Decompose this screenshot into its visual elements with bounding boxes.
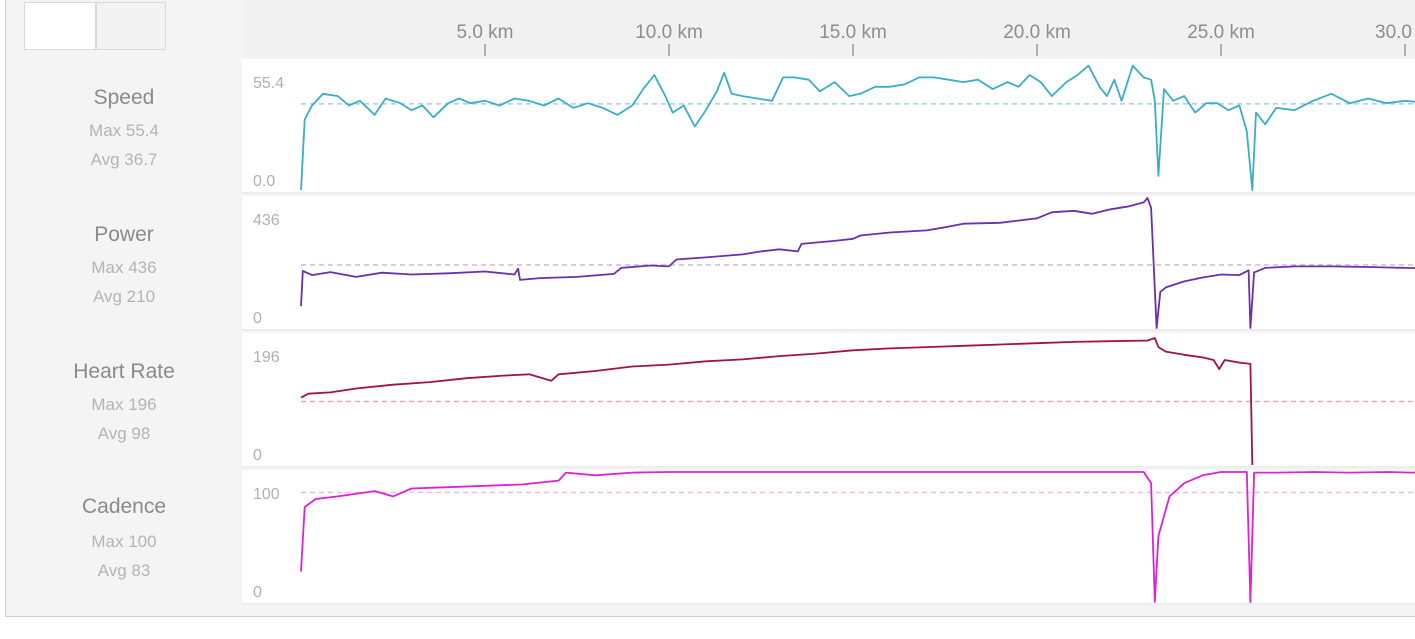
heart-rate-series-line [300,337,1254,466]
cadence-series-line [300,471,1415,603]
speed-y-min-label: 0.0 [253,173,275,190]
metric-max: Max 196 [91,395,157,414]
x-axis-tick-label: 15.0 km [819,22,887,43]
power-y-max-label: 436 [253,212,280,229]
heart-rate-y-min-label: 0 [253,447,262,464]
metric-name: Heart Rate [73,360,175,383]
speed-plot-area [242,59,1415,192]
x-axis-tick-label: 25.0 km [1187,22,1255,43]
segment-button-2[interactable] [96,2,166,50]
metric-name: Speed [93,86,155,109]
speed-series-line [300,64,1415,191]
metric-max: Max 100 [91,532,157,551]
speed-label-panel: Speed Max 55.4 Avg 36.7 [6,59,242,192]
cadence-label-panel: Cadence Max 100 Avg 83 [6,470,242,603]
metric-name: Cadence [81,495,167,518]
heart-rate-plot-area [242,333,1415,466]
cadence-plot-area [242,470,1415,603]
cadence-y-min-label: 0 [253,584,262,601]
metric-avg: Avg 36.7 [90,150,158,169]
distance-axis-strip [242,0,1415,56]
metric-max: Max 436 [91,258,157,277]
metric-avg: Avg 98 [97,424,151,443]
metric-name: Power [94,223,154,246]
x-axis-tick-label: 10.0 km [635,22,703,43]
cadence-y-max-label: 100 [253,486,280,503]
power-plot-area [242,196,1415,329]
x-axis-tick-label: 20.0 km [1003,22,1071,43]
power-series-line [300,197,1415,329]
x-axis-tick-label: 5.0 km [456,22,513,43]
metric-avg: Avg 210 [92,287,156,306]
x-axis-tick-label: 30.0 [1375,22,1412,43]
metric-max: Max 55.4 [89,121,159,140]
speed-y-max-label: 55.4 [253,75,284,92]
power-y-min-label: 0 [253,310,262,327]
heart-rate-label-panel: Heart Rate Max 196 Avg 98 [6,333,242,466]
heart-rate-y-max-label: 196 [253,349,280,366]
segment-button-1[interactable] [24,2,96,50]
power-label-panel: Power Max 436 Avg 210 [6,196,242,329]
metric-avg: Avg 83 [97,561,151,580]
